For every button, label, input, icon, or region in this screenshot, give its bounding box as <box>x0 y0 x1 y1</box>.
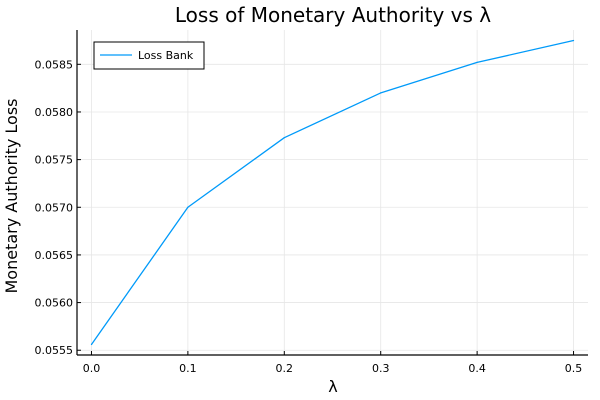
x-tick-label-3: 0.3 <box>372 362 390 375</box>
y-tick-label-5: 0.0580 <box>35 106 74 119</box>
series-line-0 <box>90 39 574 345</box>
data-point-0-0 <box>90 343 93 346</box>
data-point-0-2 <box>283 137 285 139</box>
x-tick-label-4: 0.4 <box>468 362 486 375</box>
y-tick-label-4: 0.0575 <box>35 154 74 167</box>
data-point-0-4 <box>476 61 478 64</box>
data-point-0-3 <box>380 92 382 94</box>
y-tick-label-0: 0.0555 <box>35 344 74 357</box>
x-tick-label-5: 0.5 <box>565 362 583 375</box>
y-tick-label-2: 0.0565 <box>35 249 74 262</box>
axes-frame <box>76 30 588 356</box>
series-layer <box>90 39 575 346</box>
legend-label-loss-bank: Loss Bank <box>138 49 194 62</box>
y-tick-label-3: 0.0570 <box>35 201 74 214</box>
y-axis-ticks: 0.0555 0.0560 0.0565 0.0570 0.0575 0.0580 0.05… <box>35 58 81 357</box>
x-axis-title: λ <box>328 377 337 396</box>
y-tick-label-1: 0.0560 <box>35 297 74 310</box>
data-point-0-1 <box>187 206 189 208</box>
y-axis-title: Monetary Authority Loss <box>2 98 21 293</box>
grid <box>77 30 588 355</box>
x-tick-label-0: 0.0 <box>83 362 101 375</box>
y-tick-label-6: 0.0585 <box>35 58 74 71</box>
chart-title: Loss of Monetary Authority vs λ <box>175 3 491 27</box>
legend: Loss Bank <box>93 41 205 70</box>
x-tick-label-1: 0.1 <box>179 362 197 375</box>
x-tick-label-2: 0.2 <box>276 362 294 375</box>
x-axis-ticks: 0.0 0.1 0.2 0.3 0.4 0.5 <box>83 351 583 375</box>
data-point-0-5 <box>572 39 575 42</box>
